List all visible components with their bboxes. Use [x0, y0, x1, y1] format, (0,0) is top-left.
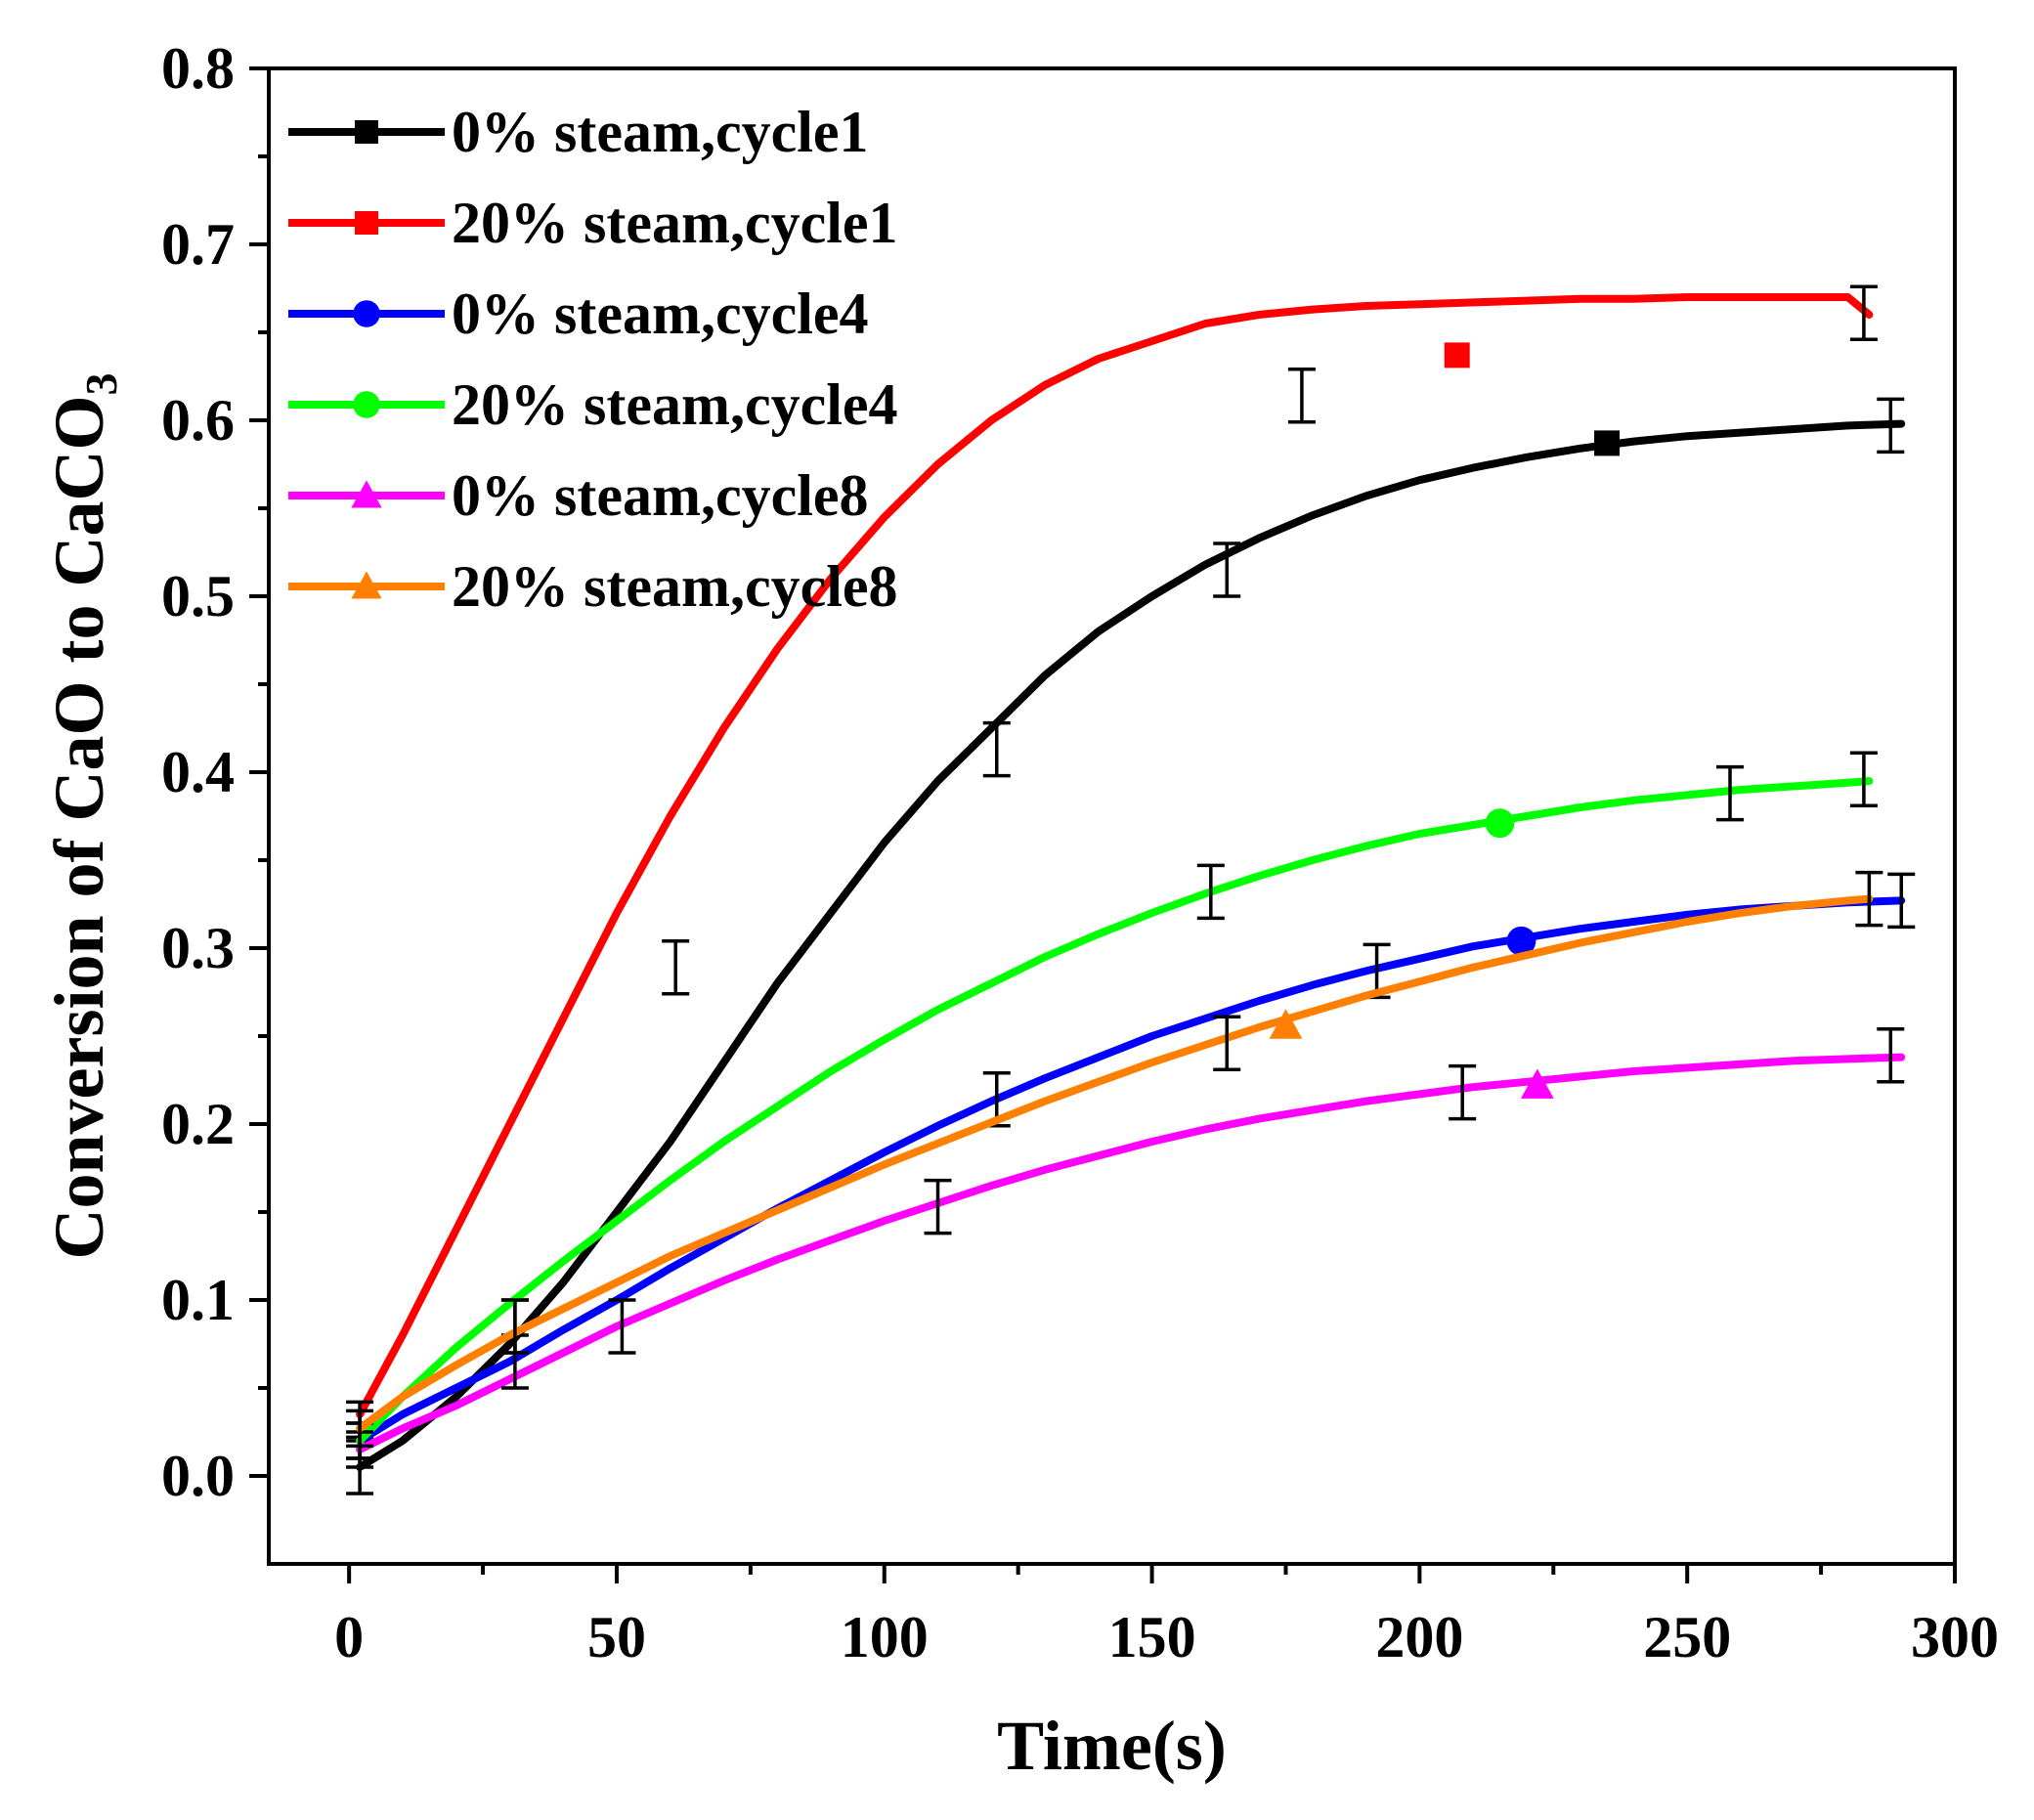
error-bar: [1849, 284, 1878, 341]
error-bar: [1213, 1015, 1241, 1071]
legend-marker: [353, 391, 380, 418]
series-2: [346, 284, 1878, 1440]
data-marker: [1520, 1068, 1554, 1099]
y-tick-label: 0.8: [161, 36, 235, 101]
legend-item-3: 0% steam,cycle4: [288, 282, 869, 346]
y-axis-title: Conversion of CaO to CaCO3: [40, 373, 126, 1260]
series-4: [346, 751, 1878, 1460]
series-layer: [346, 284, 1916, 1495]
series-line: [356, 777, 1874, 1445]
legend: 0% steam,cycle1 20% steam,cycle1 0% steam,…: [288, 100, 898, 619]
error-bar: [346, 1408, 374, 1449]
legend-marker: [353, 300, 380, 327]
series-line: [356, 1053, 1906, 1453]
legend-item-6: 20% steam,cycle8: [288, 554, 898, 619]
x-tick-label: 150: [1108, 1605, 1196, 1669]
y-tick-label: 0.0: [161, 1444, 235, 1508]
error-bar: [1849, 751, 1878, 807]
y-tick-label: 0.6: [161, 388, 235, 453]
data-marker: [1594, 430, 1621, 456]
series-3: [346, 872, 1916, 1460]
legend-marker: [351, 480, 382, 508]
error-bar: [1877, 397, 1905, 455]
x-tick-label: 200: [1375, 1605, 1463, 1669]
error-bar: [1213, 542, 1241, 598]
y-tick-label: 0.5: [161, 564, 235, 628]
y-tick-label: 0.3: [161, 916, 235, 980]
x-tick-label: 300: [1911, 1605, 1999, 1669]
x-tick-label: 50: [587, 1605, 646, 1669]
legend-item-1: 0% steam,cycle1: [288, 100, 869, 164]
legend-marker: [355, 211, 378, 235]
error-bar: [982, 720, 1011, 778]
error-bar: [1449, 1063, 1477, 1121]
y-tick-label: 0.1: [161, 1268, 235, 1332]
error-bar: [1877, 1027, 1905, 1084]
series-6: [346, 870, 1883, 1449]
legend-item-5: 0% steam,cycle8: [288, 463, 869, 528]
legend-label: 20% steam,cycle4: [452, 372, 898, 437]
error-bar: [1855, 870, 1883, 928]
y-axis-title-subscript: 3: [76, 373, 126, 396]
error-bar: [1887, 872, 1916, 930]
legend-item-4: 20% steam,cycle4: [288, 372, 898, 437]
legend-item-2: 20% steam,cycle1: [288, 191, 898, 255]
error-bar: [1716, 764, 1744, 822]
error-bar: [608, 1298, 636, 1355]
series-5: [346, 1027, 1906, 1469]
y-tick-label: 0.4: [161, 740, 235, 804]
error-bar: [500, 1298, 529, 1355]
data-marker: [1485, 808, 1515, 839]
legend-label: 20% steam,cycle1: [452, 191, 898, 255]
error-bar: [1287, 368, 1316, 424]
series-line: [356, 293, 1874, 1418]
x-axis-title: Time(s): [997, 1707, 1227, 1785]
legend-label: 20% steam,cycle8: [452, 554, 898, 619]
plot-frame: [267, 66, 1957, 1566]
x-tick-label: 250: [1643, 1605, 1731, 1669]
series-line: [356, 894, 1874, 1433]
data-marker: [1506, 926, 1536, 956]
legend-label: 0% steam,cycle4: [452, 282, 869, 346]
data-marker: [1269, 1009, 1303, 1039]
error-bar: [924, 1178, 952, 1235]
legend-label: 0% steam,cycle8: [452, 463, 869, 528]
error-bar: [1196, 863, 1225, 921]
legend-label: 0% steam,cycle1: [452, 100, 869, 164]
data-marker: [1444, 342, 1470, 368]
legend-marker: [355, 120, 378, 144]
axes-layer: 0 50 100 150 200 250 300 0.0 0.1 0.2 0.3 0.4 0.5 0.6 0…: [161, 36, 1999, 1669]
series-line: [356, 896, 1906, 1445]
x-tick-label: 100: [841, 1605, 929, 1669]
error-bar: [662, 939, 690, 996]
y-tick-label: 0.2: [161, 1092, 235, 1156]
y-axis-title-main: Conversion of CaO to CaCO: [40, 396, 118, 1260]
y-tick-label: 0.7: [161, 212, 235, 277]
legend-marker: [351, 571, 382, 599]
x-tick-label: 0: [334, 1605, 364, 1669]
